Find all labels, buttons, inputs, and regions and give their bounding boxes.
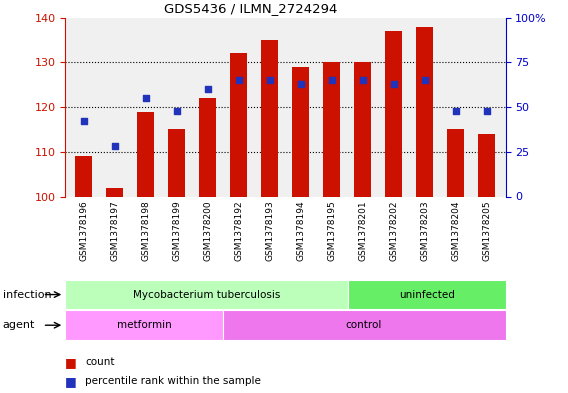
Bar [261, 40, 278, 196]
Bar [137, 112, 154, 196]
Bar [231, 53, 248, 196]
Point [172, 108, 181, 114]
Text: agent: agent [3, 320, 35, 330]
Bar [199, 98, 216, 196]
Text: GSM1378198: GSM1378198 [141, 200, 151, 261]
Bar [293, 67, 310, 196]
Text: GSM1378199: GSM1378199 [173, 200, 181, 261]
Point [296, 81, 306, 87]
Text: infection: infection [3, 290, 52, 299]
Point [235, 77, 244, 83]
Text: GSM1378196: GSM1378196 [80, 200, 89, 261]
Text: GSM1378202: GSM1378202 [390, 200, 398, 261]
Point [265, 77, 274, 83]
Bar [416, 27, 433, 196]
Bar [168, 129, 185, 196]
Bar [348, 280, 506, 309]
Bar [354, 62, 371, 196]
Point [110, 143, 119, 150]
Text: percentile rank within the sample: percentile rank within the sample [85, 376, 261, 386]
Point [203, 86, 212, 92]
Bar [106, 187, 123, 196]
Text: GSM1378204: GSM1378204 [452, 200, 461, 261]
Point [80, 118, 89, 125]
Text: GSM1378197: GSM1378197 [110, 200, 119, 261]
Text: GSM1378200: GSM1378200 [203, 200, 212, 261]
Point [482, 108, 491, 114]
Point [452, 108, 461, 114]
Point [358, 77, 367, 83]
Text: GSM1378205: GSM1378205 [482, 200, 491, 261]
Text: Mycobacterium tuberculosis: Mycobacterium tuberculosis [133, 290, 281, 299]
Text: GSM1378203: GSM1378203 [420, 200, 429, 261]
Bar [65, 310, 223, 340]
Bar [223, 310, 506, 340]
Bar [478, 134, 495, 196]
Point [390, 81, 399, 87]
Bar [76, 156, 93, 196]
Title: GDS5436 / ILMN_2724294: GDS5436 / ILMN_2724294 [164, 2, 337, 15]
Bar [386, 31, 403, 196]
Bar [65, 280, 348, 309]
Text: ■: ■ [65, 375, 77, 388]
Text: uninfected: uninfected [399, 290, 455, 299]
Text: count: count [85, 357, 115, 367]
Text: GSM1378194: GSM1378194 [296, 200, 306, 261]
Point [420, 77, 429, 83]
Text: GSM1378201: GSM1378201 [358, 200, 367, 261]
Text: ■: ■ [65, 356, 77, 369]
Text: GSM1378195: GSM1378195 [327, 200, 336, 261]
Point [141, 95, 151, 101]
Text: GSM1378193: GSM1378193 [265, 200, 274, 261]
Text: GSM1378192: GSM1378192 [235, 200, 244, 261]
Bar [323, 62, 340, 196]
Text: control: control [346, 320, 382, 330]
Bar [448, 129, 465, 196]
Text: metformin: metformin [116, 320, 172, 330]
Point [327, 77, 336, 83]
